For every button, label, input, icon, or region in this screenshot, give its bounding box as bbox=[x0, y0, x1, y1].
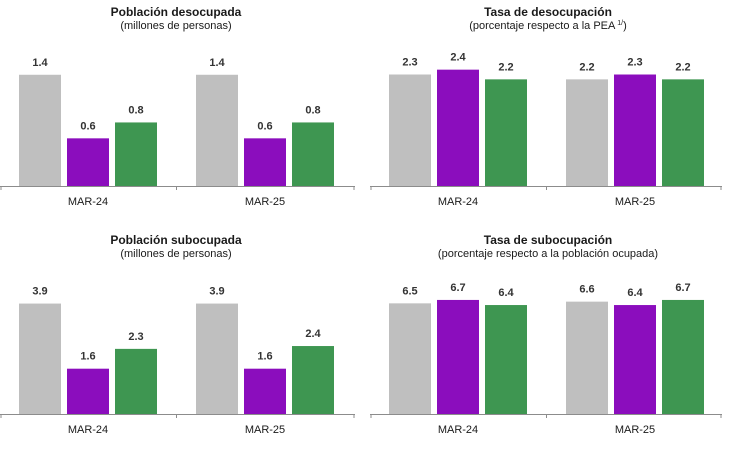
data-label: 6.4 bbox=[498, 287, 514, 299]
bar-mar-24-series-1 bbox=[19, 74, 61, 186]
data-label: 6.5 bbox=[402, 285, 417, 297]
chart-panel-1: Población desocupada(millones de persona… bbox=[0, 5, 355, 208]
data-label: 0.8 bbox=[128, 104, 143, 116]
data-label: 6.7 bbox=[675, 282, 690, 294]
bar-mar-24-series-3 bbox=[485, 79, 527, 186]
data-label: 1.6 bbox=[257, 351, 272, 363]
category-label: MAR-24 bbox=[438, 424, 478, 436]
category-label: MAR-24 bbox=[68, 196, 108, 208]
bar-mar-24-series-2 bbox=[67, 368, 109, 414]
bar-mar-24-series-2 bbox=[67, 138, 109, 186]
data-label: 2.3 bbox=[402, 57, 417, 69]
chart-title: Población desocupada bbox=[111, 5, 242, 19]
data-label: 2.2 bbox=[498, 61, 513, 73]
bar-mar-25-series-1 bbox=[196, 74, 238, 186]
bar-mar-24-series-1 bbox=[389, 303, 431, 414]
bar-mar-24-series-2 bbox=[437, 69, 479, 186]
data-label: 2.3 bbox=[627, 57, 642, 69]
data-label: 2.2 bbox=[675, 61, 690, 73]
data-label: 0.8 bbox=[305, 104, 320, 116]
bar-mar-25-series-3 bbox=[292, 122, 334, 186]
data-label: 1.4 bbox=[209, 57, 225, 69]
chart-panel-4: Tasa de subocupación(porcentaje respecto… bbox=[370, 233, 722, 436]
data-label: 6.4 bbox=[627, 287, 643, 299]
bar-mar-25-series-1 bbox=[196, 303, 238, 414]
chart-subtitle: (millones de personas) bbox=[120, 20, 231, 32]
bar-mar-24-series-1 bbox=[19, 303, 61, 414]
category-label: MAR-24 bbox=[438, 196, 478, 208]
data-label: 2.4 bbox=[450, 52, 466, 64]
chart-title: Tasa de subocupación bbox=[484, 233, 612, 247]
chart-panel-2: Tasa de desocupación(porcentaje respecto… bbox=[370, 5, 722, 208]
bar-mar-25-series-2 bbox=[614, 74, 656, 186]
chart-subtitle: (porcentaje respecto a la PEA 1/) bbox=[469, 20, 627, 32]
data-label: 2.3 bbox=[128, 331, 143, 343]
data-label: 0.6 bbox=[257, 120, 272, 132]
chart-title: Tasa de desocupación bbox=[484, 5, 612, 19]
bar-mar-25-series-1 bbox=[566, 301, 608, 414]
category-label: MAR-25 bbox=[615, 424, 655, 436]
data-label: 2.4 bbox=[305, 328, 321, 340]
bar-mar-24-series-3 bbox=[115, 122, 157, 186]
bar-mar-25-series-2 bbox=[614, 305, 656, 414]
data-label: 1.6 bbox=[80, 351, 95, 363]
data-label: 1.4 bbox=[32, 57, 48, 69]
footnote-marker: 1/ bbox=[615, 20, 623, 27]
data-label: 6.7 bbox=[450, 282, 465, 294]
data-label: 3.9 bbox=[209, 286, 224, 298]
category-label: MAR-25 bbox=[615, 196, 655, 208]
bar-mar-24-series-3 bbox=[115, 348, 157, 414]
chart-title: Población subocupada bbox=[110, 233, 242, 247]
bar-mar-24-series-3 bbox=[485, 305, 527, 414]
bar-mar-25-series-3 bbox=[662, 79, 704, 186]
bar-mar-25-series-2 bbox=[244, 138, 286, 186]
category-label: MAR-24 bbox=[68, 424, 108, 436]
chart-subtitle: (millones de personas) bbox=[120, 248, 231, 260]
data-label: 3.9 bbox=[32, 286, 47, 298]
category-label: MAR-25 bbox=[245, 196, 285, 208]
category-label: MAR-25 bbox=[245, 424, 285, 436]
bar-mar-25-series-1 bbox=[566, 79, 608, 186]
bar-mar-24-series-1 bbox=[389, 74, 431, 186]
chart-subtitle: (porcentaje respecto a la población ocup… bbox=[438, 248, 658, 260]
bar-mar-25-series-3 bbox=[292, 346, 334, 414]
data-label: 6.6 bbox=[579, 284, 594, 296]
bar-mar-25-series-3 bbox=[662, 299, 704, 414]
bar-mar-25-series-2 bbox=[244, 368, 286, 414]
data-label: 0.6 bbox=[80, 120, 95, 132]
chart-panel-3: Población subocupada(millones de persona… bbox=[0, 233, 355, 436]
bar-mar-24-series-2 bbox=[437, 299, 479, 414]
data-label: 2.2 bbox=[579, 61, 594, 73]
